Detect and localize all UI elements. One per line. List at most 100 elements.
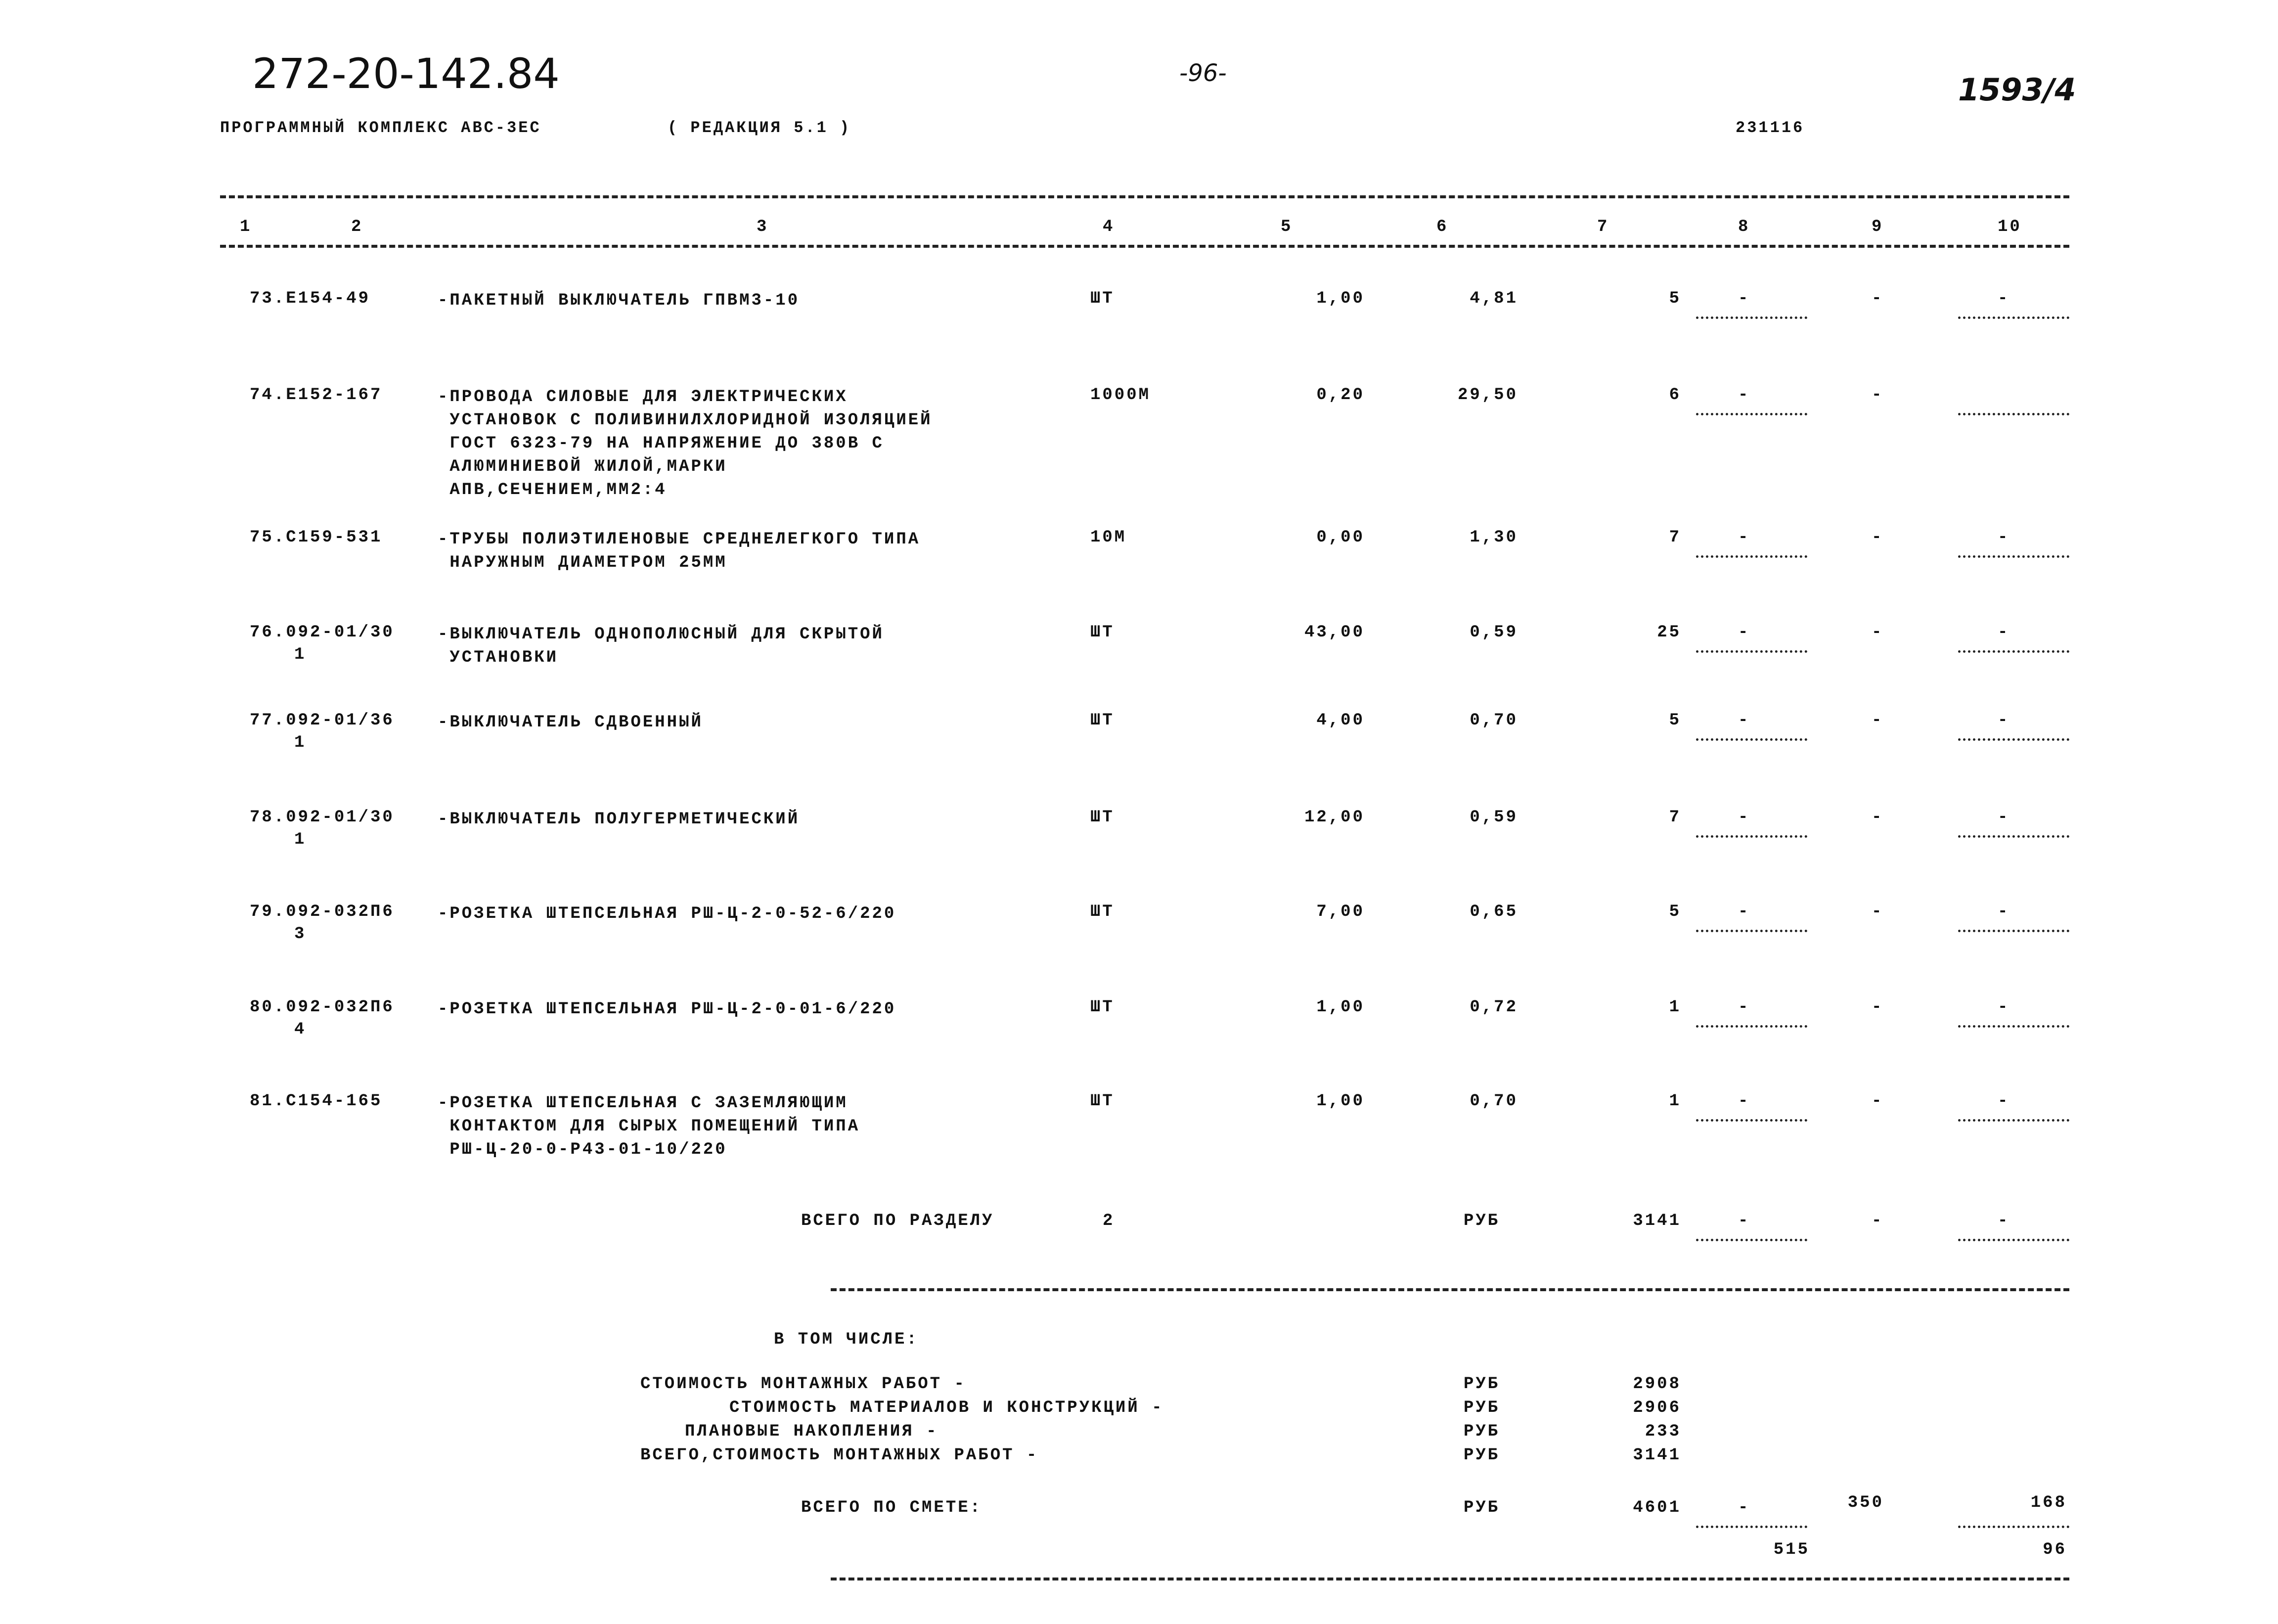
- item-unit: ШТ: [1090, 623, 1115, 642]
- item-total: 7: [1669, 808, 1681, 827]
- item-unit: 1000М: [1090, 386, 1151, 405]
- item-total: 5: [1669, 289, 1681, 308]
- breakdown-value: 233: [1645, 1422, 1681, 1441]
- doc-number: 272-20-142.84: [252, 49, 560, 98]
- divider: [1696, 650, 1807, 653]
- item-price: 1,30: [1470, 528, 1518, 547]
- grand-col10: 168: [2030, 1493, 2067, 1512]
- breakdown-label: ВСЕГО,СТОИМОСТЬ МОНТАЖНЫХ РАБОТ -: [640, 1446, 1039, 1465]
- item-col10: -: [1998, 711, 2010, 730]
- column-header-7: 7: [1597, 218, 1609, 236]
- breakdown-value: 2908: [1633, 1375, 1681, 1394]
- item-quantity: 4,00: [1316, 711, 1365, 730]
- item-col8: -: [1738, 998, 1750, 1017]
- divider: [1696, 1025, 1807, 1028]
- item-description: -ПАКЕТНЫЙ ВЫКЛЮЧАТЕЛЬ ГПВМ3-10: [438, 291, 800, 310]
- item-unit: ШТ: [1090, 808, 1115, 827]
- date-code: 231116: [1736, 119, 1805, 137]
- breakdown-label: СТОИМОСТЬ МОНТАЖНЫХ РАБОТ -: [640, 1375, 966, 1394]
- column-header-9: 9: [1872, 218, 1884, 236]
- item-unit: ШТ: [1090, 902, 1115, 921]
- divider: [1958, 1025, 2069, 1028]
- breakdown-label: ПЛАНОВЫЕ НАКОПЛЕНИЯ -: [685, 1422, 938, 1441]
- item-col9: -: [1872, 998, 1884, 1017]
- divider: [1958, 555, 2069, 558]
- item-quantity: 43,00: [1304, 623, 1365, 642]
- item-code: 78.092-01/30: [250, 808, 395, 827]
- item-description: -ВЫКЛЮЧАТЕЛЬ ПОЛУГЕРМЕТИЧЕСКИЙ: [438, 810, 800, 829]
- item-code: 73.Е154-49: [250, 289, 371, 308]
- edition: ( РЕДАКЦИЯ 5.1 ): [668, 119, 851, 137]
- item-code: 75.С159-531: [250, 528, 383, 547]
- breakdown-unit: РУБ: [1464, 1375, 1500, 1394]
- breakdown-value: 3141: [1633, 1446, 1681, 1465]
- item-col10: -: [1998, 808, 2010, 827]
- table-top-rule: [220, 195, 2069, 198]
- column-header-3: 3: [757, 218, 769, 236]
- program-name: ПРОГРАММНЫЙ КОМПЛЕКС АВС-3ЕС: [220, 119, 541, 137]
- divider: [1958, 316, 2069, 319]
- item-code-suffix: 1: [294, 830, 307, 849]
- item-total: 5: [1669, 711, 1681, 730]
- divider: [1958, 738, 2069, 741]
- item-quantity: 7,00: [1316, 902, 1365, 921]
- bottom-rule: [831, 1578, 2069, 1580]
- item-code: 74.Е152-167: [250, 386, 383, 405]
- item-price: 4,81: [1470, 289, 1518, 308]
- item-total: 7: [1669, 528, 1681, 547]
- divider: [1696, 1239, 1807, 1241]
- section-col9: -: [1872, 1212, 1884, 1230]
- breakdown-title: В ТОМ ЧИСЛЕ:: [774, 1330, 919, 1349]
- item-total: 1: [1669, 998, 1681, 1017]
- item-description: -РОЗЕТКА ШТЕПСЕЛЬНАЯ РШ-Ц-2-0-01-6/220: [438, 1000, 896, 1019]
- item-description: -РОЗЕТКА ШТЕПСЕЛЬНАЯ РШ-Ц-2-0-52-6/220: [438, 904, 896, 923]
- breakdown-unit: РУБ: [1464, 1398, 1500, 1417]
- item-total: 1: [1669, 1092, 1681, 1111]
- column-header-6: 6: [1436, 218, 1449, 236]
- breakdown-label: СТОИМОСТЬ МАТЕРИАЛОВ И КОНСТРУКЦИЙ -: [729, 1398, 1164, 1417]
- item-col10: -: [1998, 528, 2010, 547]
- item-code: 79.092-032П6: [250, 902, 395, 921]
- item-col10: -: [1998, 289, 2010, 308]
- divider: [1696, 413, 1807, 415]
- divider: [1696, 1119, 1807, 1122]
- item-code: 76.092-01/30: [250, 623, 395, 642]
- item-unit: ШТ: [1090, 1092, 1115, 1111]
- item-col9: -: [1872, 711, 1884, 730]
- item-price: 0,65: [1470, 902, 1518, 921]
- item-col8: -: [1738, 902, 1750, 921]
- section-total-value: 3141: [1633, 1212, 1681, 1230]
- item-quantity: 0,00: [1316, 528, 1365, 547]
- divider: [1696, 316, 1807, 319]
- column-header-4: 4: [1103, 218, 1115, 236]
- item-quantity: 12,00: [1304, 808, 1365, 827]
- item-col8: -: [1738, 289, 1750, 308]
- grand-col10-below: 96: [2043, 1540, 2067, 1559]
- item-unit: ШТ: [1090, 289, 1115, 308]
- column-header-2: 2: [351, 218, 363, 236]
- breakdown-unit: РУБ: [1464, 1446, 1500, 1465]
- divider: [1696, 930, 1807, 932]
- item-description: -РОЗЕТКА ШТЕПСЕЛЬНАЯ С ЗАЗЕМЛЯЮЩИМ КОНТА…: [438, 1094, 860, 1159]
- item-col8: -: [1738, 711, 1750, 730]
- grand-total-label: ВСЕГО ПО СМЕТЕ:: [801, 1498, 983, 1517]
- grand-col8-below: 515: [1773, 1540, 1810, 1559]
- grand-col8: -: [1738, 1498, 1750, 1517]
- divider: [1958, 1239, 2069, 1241]
- section-rule: [831, 1288, 2069, 1291]
- item-col8: -: [1738, 1092, 1750, 1111]
- divider: [1958, 930, 2069, 932]
- divider: [1696, 1526, 1807, 1528]
- item-total: 6: [1669, 386, 1681, 405]
- item-col8: -: [1738, 528, 1750, 547]
- item-col9: -: [1872, 808, 1884, 827]
- section-col8: -: [1738, 1212, 1750, 1230]
- item-code-suffix: 3: [294, 925, 307, 944]
- item-col8: -: [1738, 808, 1750, 827]
- item-total: 25: [1657, 623, 1681, 642]
- item-col8: -: [1738, 386, 1750, 405]
- item-quantity: 1,00: [1316, 1092, 1365, 1111]
- item-col9: -: [1872, 623, 1884, 642]
- item-col10: -: [1998, 1092, 2010, 1111]
- item-code: 77.092-01/36: [250, 711, 395, 730]
